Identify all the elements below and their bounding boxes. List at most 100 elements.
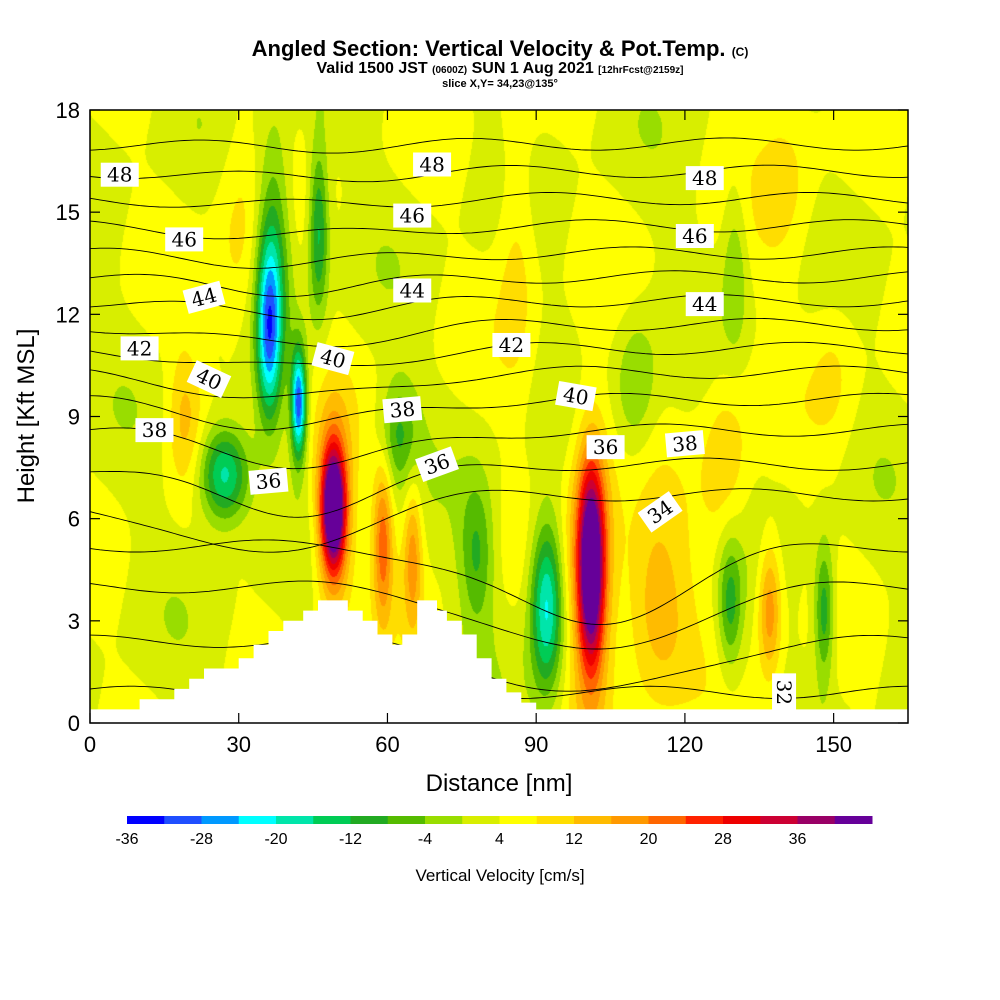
contour-label: 48	[413, 152, 452, 177]
theta-contour-line	[90, 246, 908, 269]
chart-subtitle: Valid 1500 JST (0600Z) SUN 1 Aug 2021 [1…	[316, 60, 684, 77]
y-tick-label: 3	[68, 609, 80, 634]
theta-contour-line	[90, 539, 908, 626]
contour-label: 42	[120, 336, 159, 361]
colorbar-swatch	[164, 816, 202, 824]
contour-label-text: 48	[419, 152, 444, 176]
theta-contour-line	[90, 294, 908, 321]
colorbar-tick-label: 12	[565, 831, 583, 848]
contour-label: 44	[182, 280, 226, 314]
contour-label-text: 44	[400, 278, 425, 302]
x-tick-label: 150	[815, 732, 852, 757]
contour-label-text: 38	[142, 418, 167, 442]
contour-label: 32	[772, 673, 797, 712]
theta-contour-line	[90, 317, 908, 348]
theta-contour-line	[90, 270, 908, 298]
colorbar-swatch	[462, 816, 500, 824]
theta-contour-line	[90, 219, 908, 240]
contour-label: 44	[685, 292, 724, 317]
theta-contour-line	[90, 191, 908, 208]
terrain-mask	[90, 600, 908, 723]
contour-label: 46	[393, 203, 432, 228]
contour-label-text: 38	[671, 431, 698, 457]
x-axis: 0 30 60 90 120 150	[84, 110, 852, 757]
slice-info: slice X,Y= 34,23@135°	[442, 78, 558, 90]
contour-label-text: 46	[400, 204, 425, 228]
contour-label-text: 48	[107, 163, 132, 187]
contour-label-text: 48	[692, 166, 717, 190]
y-axis-label: Height [Kft MSL]	[13, 329, 40, 504]
theta-contour-line	[90, 488, 908, 553]
colorbar-swatch	[127, 816, 165, 824]
y-tick-label: 15	[56, 200, 80, 225]
colorbar-label: Vertical Velocity [cm/s]	[415, 866, 584, 885]
colorbar-swatch	[723, 816, 761, 824]
colorbar-swatch	[350, 816, 389, 824]
colorbar-swatch	[611, 816, 649, 824]
colorbar-swatch	[760, 816, 798, 824]
contour-label: 36	[586, 435, 625, 460]
theta-contour-line	[90, 365, 908, 399]
x-tick-label: 30	[226, 732, 250, 757]
contour-label: 42	[492, 332, 531, 357]
colorbar-tick-label: -4	[418, 831, 432, 848]
colorbar-swatch	[425, 816, 463, 824]
theta-contour-line	[90, 392, 908, 431]
colorbar-tick-label: 20	[640, 831, 658, 848]
contour-label-text: 36	[593, 435, 618, 459]
colorbar-swatch	[574, 816, 612, 824]
colorbar-swatch	[201, 816, 240, 824]
contour-label: 46	[675, 224, 714, 249]
theta-contour-line	[90, 457, 908, 518]
y-tick-label: 6	[68, 507, 80, 532]
colorbar-tick-label: -20	[264, 831, 287, 848]
contour-label: 44	[393, 278, 432, 303]
theta-contour-line	[90, 423, 908, 470]
x-tick-label: 60	[375, 732, 399, 757]
colorbar-swatch	[387, 816, 426, 824]
contour-label-text: 46	[171, 227, 196, 251]
contour-label: 46	[165, 227, 204, 252]
y-tick-label: 12	[56, 302, 80, 327]
colorbar-swatch	[834, 816, 873, 824]
colorbar-swatch	[797, 816, 836, 824]
colorbar-swatch	[536, 816, 575, 824]
colorbar-swatch	[499, 816, 538, 824]
contour-label-text: 44	[692, 292, 717, 316]
contour-label: 40	[555, 380, 597, 412]
contour-label: 36	[248, 467, 289, 495]
colorbar-tick-label: -28	[190, 831, 213, 848]
contour-label: 38	[664, 430, 705, 458]
x-axis-label: Distance [nm]	[426, 770, 573, 797]
colorbar-tick-label: 36	[789, 831, 807, 848]
colorbar-tick-label: -36	[115, 831, 138, 848]
x-tick-label: 0	[84, 732, 96, 757]
y-tick-label: 9	[68, 405, 80, 430]
chart-title: Angled Section: Vertical Velocity & Pot.…	[251, 36, 749, 61]
colorbar-swatch	[648, 816, 687, 824]
x-tick-label: 90	[524, 732, 548, 757]
x-tick-label: 120	[667, 732, 704, 757]
colorbar-tick-label: 4	[495, 831, 504, 848]
contour-label: 48	[100, 162, 139, 187]
contour-label-text: 46	[682, 224, 707, 248]
theta-contour-line	[90, 137, 908, 154]
colorbar-ticks: -36 -28 -20 -12 -4 4 12 20 28 36	[115, 831, 806, 848]
potential-temperature-contours	[90, 137, 908, 699]
contour-label-text: 42	[127, 336, 152, 360]
contour-label-text: 36	[255, 468, 282, 494]
contour-label: 48	[685, 166, 724, 191]
vertical-velocity-field	[90, 110, 908, 723]
colorbar-swatch	[685, 816, 724, 824]
contour-label: 38	[135, 418, 174, 443]
contour-label-text: 32	[772, 680, 796, 705]
contour-label-text: 42	[499, 333, 524, 357]
y-tick-label: 0	[68, 711, 80, 736]
theta-contour-line	[90, 580, 908, 650]
colorbar-swatch	[238, 816, 277, 824]
contour-label-text: 40	[561, 382, 590, 410]
colorbar	[127, 816, 873, 824]
contour-label: 38	[382, 396, 423, 424]
